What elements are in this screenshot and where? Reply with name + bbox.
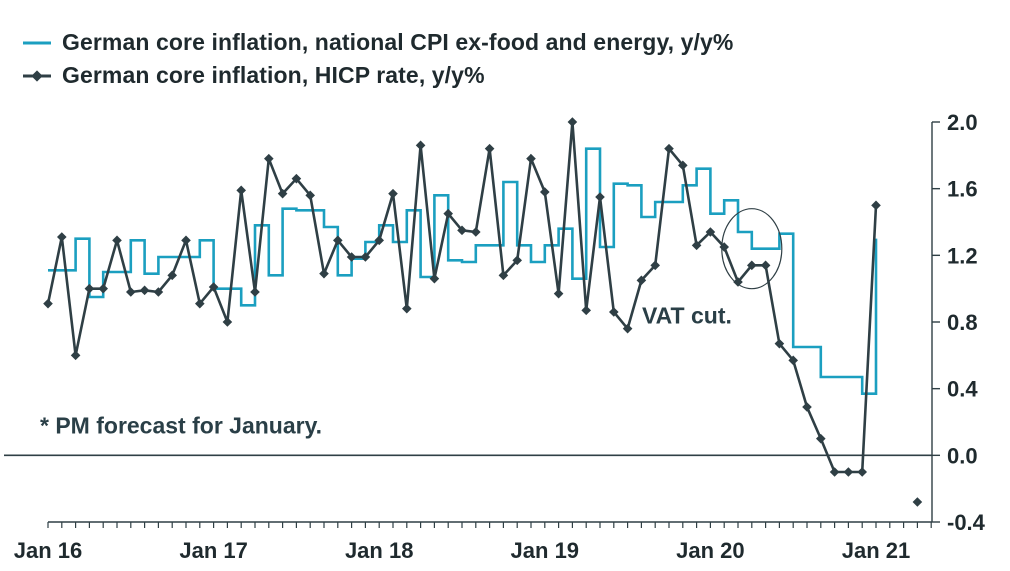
legend-entry-hicp: German core inflation, HICP rate, y/y% (22, 59, 733, 92)
hicp-point (305, 190, 316, 201)
y-tick-label: 1.6 (947, 177, 978, 202)
y-tick-label: 0.4 (947, 377, 978, 402)
hicp-point (415, 140, 426, 151)
hicp-point (788, 355, 799, 366)
hicp-point (760, 260, 771, 271)
y-tick-label: 0.8 (947, 310, 978, 335)
hicp-point (56, 232, 67, 242)
vat-cut-highlight-ellipse (721, 208, 783, 290)
legend-entry-national-cpi: German core inflation, national CPI ex-f… (22, 26, 733, 59)
hicp-point (70, 350, 81, 361)
hicp-point (498, 270, 509, 281)
hicp-point (512, 255, 523, 266)
hicp-point (650, 260, 661, 271)
hicp-point (608, 307, 619, 317)
hicp-point (705, 227, 716, 237)
hicp-point (153, 287, 164, 297)
series-line-national-cpi (48, 147, 878, 395)
legend-label-hicp: German core inflation, HICP rate, y/y% (62, 62, 485, 88)
hicp-point (526, 153, 536, 164)
hicp-point (636, 275, 647, 286)
annotation-pm-forecast: * PM forecast for January. (40, 412, 322, 438)
hicp-point (139, 285, 150, 296)
hicp-point (733, 277, 743, 287)
legend-swatch-national-cpi (22, 32, 52, 54)
hicp-point (595, 192, 605, 202)
hicp-point (470, 227, 481, 237)
hicp-point (401, 303, 412, 314)
hicp-point (263, 153, 274, 164)
hicp-point (374, 235, 385, 246)
x-tick-label: Jan 21 (842, 538, 911, 563)
hicp-point (43, 298, 53, 309)
hicp-point (677, 160, 688, 171)
hicp-point (815, 433, 826, 444)
hicp-point (567, 117, 578, 127)
hicp-point (484, 143, 495, 154)
hicp-point (553, 288, 564, 299)
hicp-point (125, 287, 136, 297)
hicp-point (319, 268, 329, 279)
annotation-vat-cut: VAT cut. (642, 302, 732, 328)
legend-label-national-cpi: German core inflation, national CPI ex-f… (62, 29, 734, 55)
hicp-point (443, 208, 454, 219)
hicp-point (581, 305, 592, 316)
hicp-point (691, 240, 702, 251)
hicp-point (236, 185, 247, 196)
hicp-point (222, 317, 233, 327)
hicp-point (622, 323, 633, 334)
hicp-forecast-point (912, 497, 923, 507)
legend: German core inflation, national CPI ex-f… (22, 26, 733, 92)
x-tick-label: Jan 16 (14, 538, 83, 563)
hicp-point (843, 467, 854, 477)
x-tick-label: Jan 20 (676, 538, 745, 563)
x-tick-label: Jan 19 (511, 538, 580, 563)
hicp-point (84, 283, 95, 294)
hicp-point (802, 402, 812, 412)
y-tick-label: 0.0 (947, 443, 978, 468)
x-tick-label: Jan 17 (179, 538, 248, 563)
legend-swatch-hicp (22, 65, 52, 87)
x-tick-label: Jan 18 (345, 538, 414, 563)
hicp-point (250, 287, 260, 297)
hicp-point (829, 467, 840, 477)
y-tick-label: 2.0 (947, 110, 978, 135)
y-tick-label: -0.4 (947, 510, 986, 535)
hicp-point (388, 188, 398, 199)
hicp-point (539, 187, 550, 197)
hicp-point (167, 270, 178, 281)
hicp-point (429, 273, 440, 284)
hicp-point (291, 173, 302, 184)
hicp-point (181, 235, 191, 246)
hicp-point (774, 338, 785, 349)
y-tick-label: 1.2 (947, 243, 978, 268)
hicp-point (857, 467, 868, 477)
hicp-point (98, 283, 109, 294)
hicp-point (277, 188, 288, 199)
hicp-point (871, 200, 881, 211)
hicp-point (112, 235, 122, 246)
